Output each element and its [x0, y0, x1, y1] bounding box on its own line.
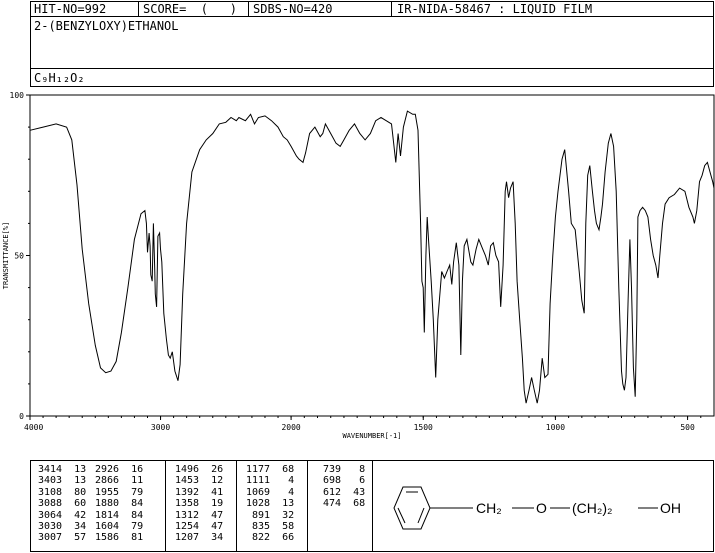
ch2-group-label: (CH₂)₂	[572, 500, 612, 516]
peak-entry: 835 58	[246, 521, 295, 533]
x-tick-label: 1500	[414, 423, 433, 432]
peak-entry: 1586 81	[95, 532, 144, 544]
peak-column: 2926 16 2866 11 1955 79 1880 84 1814 84 1604 …	[95, 464, 143, 544]
x-tick-label: 4000	[24, 423, 43, 432]
peak-entry: 1392 41	[175, 486, 224, 498]
x-axis-label: WAVENUMBER[-1]	[342, 432, 401, 440]
hydroxyl-label: OH	[660, 500, 681, 516]
measurement-method: IR-NIDA-58467 : LIQUID FILM	[397, 2, 593, 16]
x-tick-label: 1000	[546, 423, 565, 432]
molecular-formula: C₉H₁₂O₂	[34, 71, 85, 85]
peak-entry: 698 6	[317, 475, 366, 487]
peak-entry: 1604 79	[95, 521, 144, 533]
peak-table-divider	[165, 460, 166, 552]
peak-table-divider	[307, 460, 308, 552]
peak-entry: 3007 57	[38, 532, 87, 544]
ch2-label: CH₂	[476, 500, 502, 516]
peak-entry: 1177 68	[246, 464, 295, 475]
peak-entry: 3403 13	[38, 475, 87, 487]
peak-entry: 1955 79	[95, 486, 144, 498]
peak-entry: 3064 42	[38, 509, 87, 521]
peak-entry: 739 8	[317, 464, 366, 475]
ir-spectrum-chart: 4000 3000 2000 1500 1000 500100500WAVENUMBER[…	[2, 91, 715, 440]
header-box	[30, 1, 714, 87]
peak-entry: 1453 12	[175, 475, 224, 487]
molecular-structure: CH₂ O (CH₂)₂ OH	[393, 486, 681, 530]
peak-entry: 1312 47	[175, 509, 224, 521]
sdbs-number: SDBS-NO=420	[253, 2, 333, 16]
peak-entry: 822 66	[246, 532, 295, 544]
header-rule	[30, 68, 714, 69]
x-tick-label: 2000	[281, 423, 300, 432]
oxygen-label: O	[536, 500, 547, 516]
peak-entry: 1880 84	[95, 498, 144, 510]
benzene-ring	[393, 486, 431, 530]
peak-entry: 3088 60	[38, 498, 87, 510]
score: SCORE= ( )	[143, 2, 237, 16]
peak-table-divider	[88, 460, 89, 552]
peak-entry: 1069 4	[246, 486, 295, 498]
peak-entry: 1111 4	[246, 475, 295, 487]
peak-entry: 2926 16	[95, 464, 144, 475]
peak-table-divider	[372, 460, 373, 552]
header-rule	[30, 16, 714, 17]
x-tick-label: 3000	[151, 423, 170, 432]
peak-column: 3414 13 3403 13 3108 80 3088 60 3064 42 3030 …	[38, 464, 86, 544]
hit-number: HIT-NO=992	[34, 2, 107, 16]
y-tick-label: 100	[10, 91, 25, 100]
peak-column: 739 8 698 6 612 43 474 68	[317, 464, 365, 510]
peak-entry: 1496 26	[175, 464, 224, 475]
peak-entry: 474 68	[317, 498, 366, 510]
peak-entry: 1358 19	[175, 498, 224, 510]
header-divider	[138, 1, 139, 17]
compound-name: 2-(BENZYLOXY)ETHANOL	[34, 19, 179, 33]
peak-column: 1496 26 1453 12 1392 41 1358 19 1312 47 1254 …	[175, 464, 223, 544]
peak-column: 1177 68 1111 4 1069 4 1028 13 891 32 835 58…	[246, 464, 294, 544]
y-tick-label: 0	[19, 412, 24, 421]
y-axis-label: TRANSMITTANCE[%]	[2, 222, 10, 289]
peak-entry: 1814 84	[95, 509, 144, 521]
header-divider	[391, 1, 392, 17]
peak-entry: 3108 80	[38, 486, 87, 498]
y-tick-label: 50	[14, 252, 24, 261]
spectrum-series-line	[29, 110, 715, 404]
peak-entry: 3030 34	[38, 521, 87, 533]
header-divider	[248, 1, 249, 17]
peak-entry: 2866 11	[95, 475, 144, 487]
peak-table-divider	[236, 460, 237, 552]
x-tick-label: 500	[680, 423, 695, 432]
peak-entry: 1028 13	[246, 498, 295, 510]
peak-entry: 3414 13	[38, 464, 87, 475]
peak-entry: 891 32	[246, 509, 295, 521]
peak-entry: 612 43	[317, 486, 366, 498]
peak-entry: 1254 47	[175, 521, 224, 533]
peak-entry: 1207 34	[175, 532, 224, 544]
